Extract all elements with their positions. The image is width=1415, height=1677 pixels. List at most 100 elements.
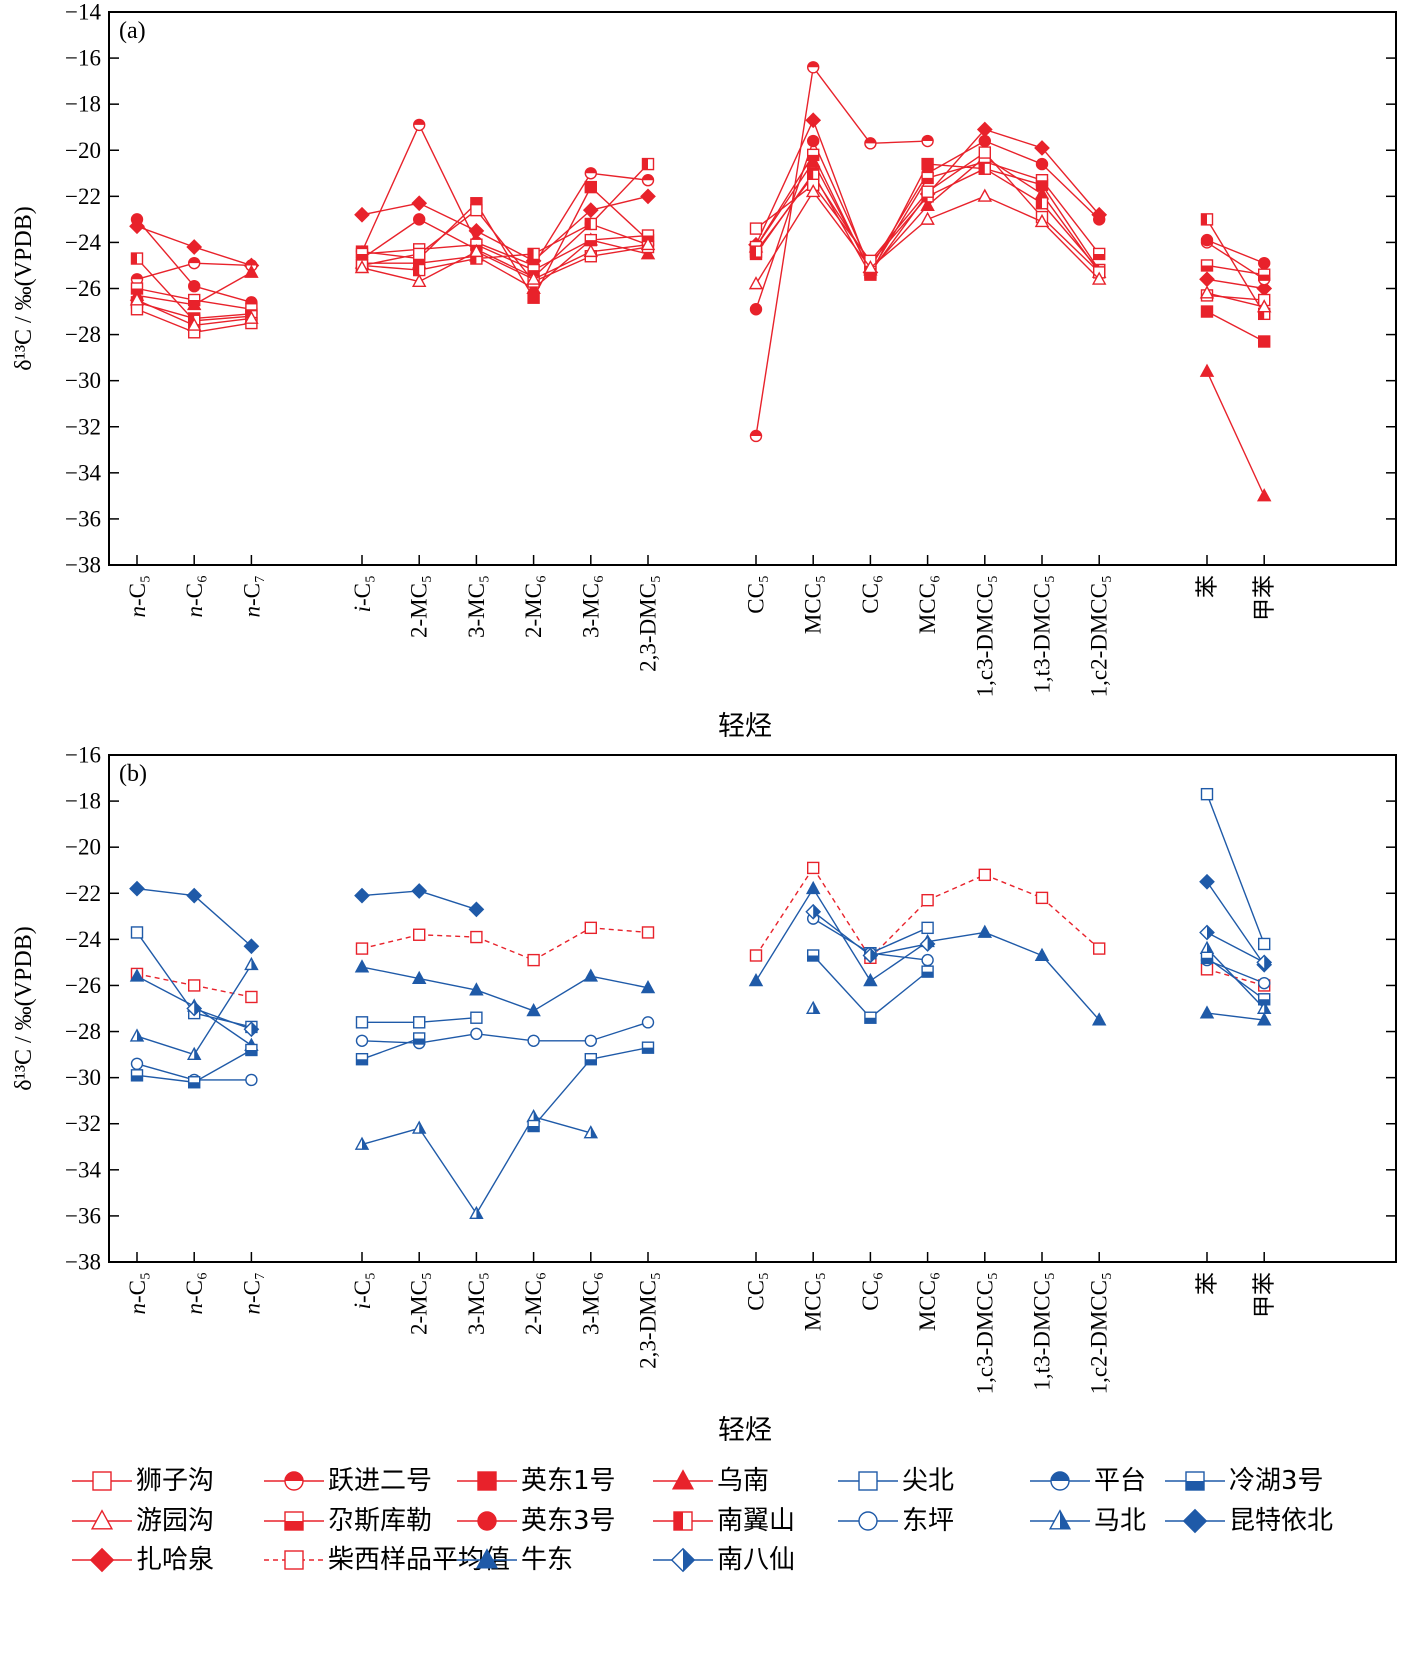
y-tick-label: −18: [65, 789, 101, 814]
data-point: [805, 112, 822, 129]
data-point: [1257, 976, 1271, 990]
series-line-segment: [136, 299, 195, 327]
data-point: [129, 1028, 145, 1042]
x-tick-label: 苯: [1195, 1272, 1220, 1295]
data-point: [640, 236, 656, 251]
legend-marker: [475, 1548, 499, 1569]
data-point: [411, 195, 428, 212]
data-point: [584, 921, 597, 935]
data-point: [413, 118, 426, 132]
y-tick-label: −34: [65, 1157, 101, 1182]
legend-label: 东坪: [902, 1506, 954, 1536]
x-axis-title: 轻烃: [718, 711, 772, 742]
data-point: [469, 1205, 484, 1220]
legend-marker: [1182, 1508, 1208, 1534]
data-point: [1257, 993, 1271, 1006]
series-line-segment: [533, 209, 592, 262]
series-line-segment: [869, 191, 929, 262]
data-point: [468, 901, 485, 918]
data-point: [583, 968, 599, 982]
data-point: [130, 926, 144, 939]
series-line-segment: [869, 177, 929, 273]
data-point: [244, 956, 259, 971]
data-point: [805, 183, 821, 198]
series-line-segment: [193, 964, 252, 1055]
series-line-segment: [812, 140, 872, 269]
x-tick-label: i-C₅: [350, 1272, 375, 1309]
series-line-segment: [476, 253, 534, 260]
series-line-segment: [1206, 219, 1265, 315]
series-line-segment: [927, 140, 986, 174]
x-axis-title: 轻烃: [718, 1415, 772, 1446]
data-point: [749, 303, 763, 316]
series-line-segment: [927, 129, 986, 195]
x-tick-label: 1,c3-DMCC₅: [972, 1272, 997, 1394]
data-point: [641, 157, 655, 171]
y-axis-label: δ¹³C / ‰(VPDB): [11, 926, 37, 1090]
series-line-segment: [194, 313, 252, 320]
legend-item-东坪: 东坪: [838, 1506, 954, 1536]
legend-item-马北: 马北: [1030, 1506, 1146, 1536]
data-point: [186, 317, 202, 331]
data-point: [470, 1011, 483, 1024]
series-line-segment: [361, 890, 420, 897]
series-line-segment: [476, 989, 534, 1012]
data-point: [1200, 787, 1214, 801]
data-point: [921, 134, 934, 148]
data-point: [1256, 1012, 1272, 1026]
data-point: [1034, 140, 1050, 156]
data-point: [244, 264, 259, 278]
series-line-segment: [1206, 294, 1265, 301]
y-tick-label: −26: [65, 276, 101, 301]
x-tick-label: 2-MC₆: [521, 1272, 546, 1335]
data-point: [413, 247, 426, 261]
data-point: [355, 1052, 369, 1066]
data-point: [921, 171, 934, 185]
data-point: [413, 928, 426, 941]
data-point: [807, 949, 820, 962]
series-line-segment: [755, 154, 814, 248]
series-line-segment: [1206, 931, 1265, 964]
series-line-segment: [419, 1033, 477, 1044]
legend-item-扎哈泉: 扎哈泉: [72, 1545, 214, 1575]
data-point: [1200, 259, 1214, 272]
legend-item-跃进二号: 跃进二号: [264, 1466, 432, 1496]
data-point: [921, 185, 934, 198]
data-point: [1035, 197, 1049, 210]
series-line-segment: [533, 223, 592, 278]
series-line-segment: [812, 867, 871, 959]
series-line-segment: [1041, 163, 1100, 220]
legend-label: 平台: [1094, 1466, 1146, 1496]
legend-label: 南八仙: [717, 1545, 795, 1575]
data-point: [413, 1016, 426, 1029]
series-line-segment: [361, 202, 420, 216]
data-point: [527, 1119, 540, 1133]
series-line-segment: [869, 195, 929, 264]
series-line-segment: [475, 202, 535, 299]
data-point: [920, 211, 935, 225]
data-point: [413, 1032, 426, 1045]
x-tick-label: 2,3-DMC₅: [636, 1272, 661, 1369]
series-line-segment: [533, 239, 592, 271]
series-line-segment: [418, 209, 477, 255]
series-line-segment: [194, 984, 252, 998]
series-line-segment: [361, 267, 420, 283]
data-point: [355, 942, 369, 955]
series-line-segment: [984, 152, 1043, 218]
legend-label: 马北: [1094, 1506, 1146, 1536]
series-狮子沟: [130, 146, 1271, 339]
series-line-segment: [136, 294, 195, 306]
series-line-segment: [590, 223, 649, 246]
data-point: [805, 903, 822, 920]
legend-label: 尕斯库勒: [328, 1506, 432, 1536]
series-line-segment: [590, 246, 649, 257]
data-point: [1092, 942, 1106, 955]
series-line-segment: [136, 262, 195, 280]
data-point: [749, 429, 763, 443]
data-point: [807, 861, 820, 875]
data-point: [978, 146, 991, 159]
legend-label: 昆特依北: [1229, 1506, 1333, 1536]
data-point: [1034, 213, 1050, 228]
series-line-segment: [1206, 310, 1265, 343]
data-point: [583, 1125, 599, 1139]
